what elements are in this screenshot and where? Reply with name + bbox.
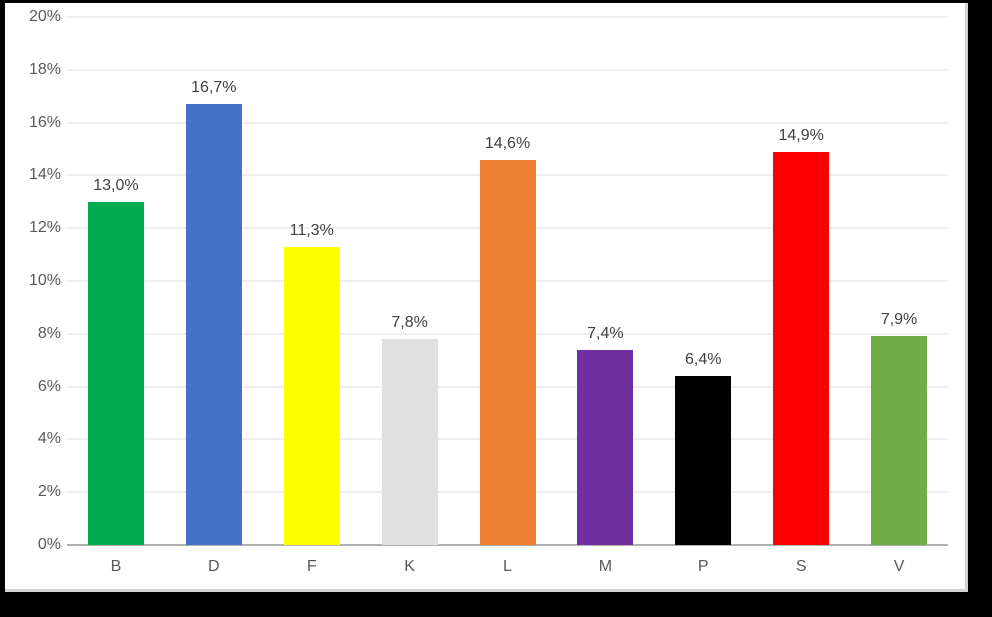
- plot-area: 0% 2% 4% 6% 8% 10% 12% 14% 16% 18% 20% 13,0% B 16,7% D…: [5, 3, 968, 592]
- x-axis-category-label: B: [110, 558, 122, 575]
- bar-data-label: 16,7%: [191, 79, 237, 97]
- bar-b: [87, 201, 144, 545]
- bar-k: [381, 339, 438, 545]
- bar-d: [185, 104, 242, 545]
- bar-data-label: 14,9%: [778, 126, 824, 144]
- bar-data-label: 7,4%: [587, 324, 624, 342]
- bar-f: [283, 246, 340, 545]
- x-axis-category-label: F: [306, 558, 317, 575]
- y-axis-tick-label: 8%: [37, 324, 61, 342]
- y-gridline: [67, 68, 948, 71]
- bar-data-label: 14,6%: [484, 134, 531, 152]
- y-axis-tick-label: 20%: [28, 8, 61, 25]
- y-axis-tick-label: 14%: [28, 166, 61, 184]
- x-axis-category-label: P: [697, 558, 709, 575]
- y-axis-tick-label: 0%: [37, 536, 61, 553]
- bar-v: [871, 336, 928, 545]
- bar-chart-panel: 0% 2% 4% 6% 8% 10% 12% 14% 16% 18% 20% 13,0% B 16,7% D…: [5, 3, 968, 592]
- bar-s: [773, 151, 830, 545]
- y-axis-tick-label: 10%: [28, 272, 61, 289]
- y-gridline: [67, 16, 948, 18]
- y-axis-tick-label: 12%: [28, 219, 61, 237]
- y-gridline: [67, 121, 948, 124]
- y-axis-tick-label: 16%: [28, 113, 61, 131]
- bar-m: [577, 349, 634, 545]
- x-axis-category-label: K: [404, 558, 415, 575]
- x-axis-category-label: D: [208, 558, 220, 575]
- bar-data-label: 7,8%: [391, 314, 428, 332]
- bar-data-label: 6,4%: [685, 351, 722, 369]
- x-axis-category-label: M: [598, 558, 613, 575]
- bar-data-label: 11,3%: [289, 221, 334, 239]
- y-axis-tick-label: 18%: [28, 60, 61, 78]
- x-axis-category-label: S: [795, 558, 807, 575]
- bar-p: [675, 376, 732, 545]
- bar-data-label: 13,0%: [93, 176, 139, 194]
- x-axis-category-label: V: [893, 558, 905, 575]
- bar-l: [479, 159, 536, 545]
- y-axis-tick-label: 2%: [37, 483, 61, 501]
- y-axis-tick-label: 4%: [37, 430, 61, 448]
- x-axis-line: [67, 544, 948, 546]
- x-axis-category-label: L: [503, 558, 512, 575]
- y-axis-tick-label: 6%: [37, 377, 61, 395]
- bar-data-label: 7,9%: [880, 311, 918, 329]
